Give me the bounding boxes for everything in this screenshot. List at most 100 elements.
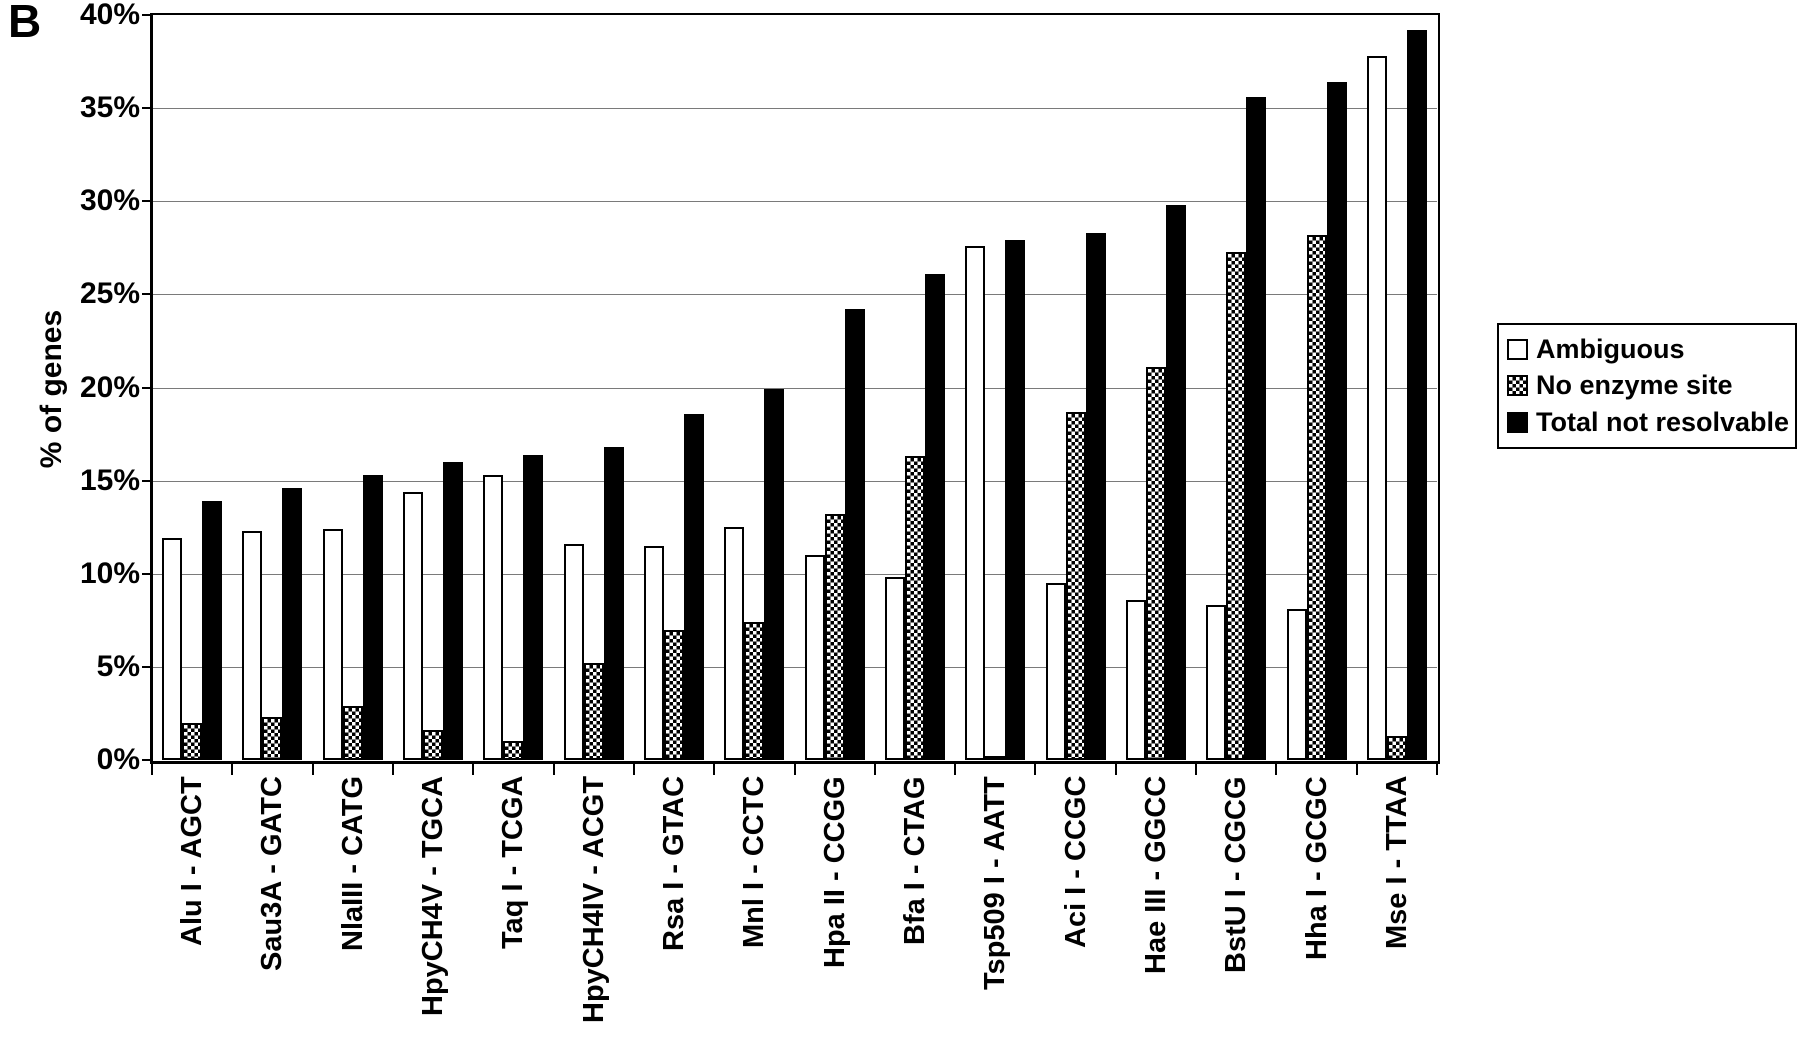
bar-checker [342, 705, 363, 760]
x-axis-tick [151, 761, 153, 775]
y-axis-tick [142, 572, 152, 575]
panel-label: B [8, 0, 42, 47]
bar-black [1085, 232, 1106, 760]
x-axis-tick [1275, 761, 1278, 775]
x-axis-category-label: Mse I - TTAA [1380, 776, 1413, 950]
x-axis-category-label: Aci I - CCGC [1059, 776, 1092, 949]
y-axis-tick [142, 665, 152, 668]
legend-item-ambiguous: Ambiguous [1507, 334, 1787, 365]
x-axis-category-label: NlaIII - CATG [336, 776, 369, 952]
bar-checker [262, 717, 283, 760]
x-axis-tick [231, 761, 234, 775]
bar-checker [985, 756, 1006, 761]
bar-black [1005, 240, 1026, 760]
y-axis-tick-label: 25% [79, 277, 140, 311]
bar-black [924, 273, 945, 760]
x-axis-category-label: Taq I - TCGA [497, 776, 530, 950]
bar-checker [1386, 735, 1407, 760]
gridline [152, 294, 1437, 296]
y-axis-tick-label: 40% [79, 0, 140, 31]
x-axis-category-label: HpyCH4IV - ACGT [577, 776, 610, 1024]
bar-white [403, 491, 424, 760]
bar-white [1125, 599, 1146, 760]
x-axis-tick [954, 761, 957, 775]
x-axis-category-label: Hae III - GGCC [1139, 776, 1172, 975]
y-axis-tick [142, 200, 152, 203]
y-axis-tick [142, 293, 152, 296]
bar-checker [664, 629, 685, 760]
bar-white [804, 555, 825, 760]
bar-black [764, 389, 785, 760]
y-axis-tick [142, 14, 152, 16]
bar-white [965, 245, 986, 760]
legend-swatch-checker-icon [1507, 375, 1528, 397]
y-axis-tick-label: 10% [79, 556, 140, 590]
bar-white [563, 543, 584, 760]
bar-white [1366, 55, 1387, 760]
legend-label: Total not resolvable [1536, 407, 1790, 438]
x-axis-category-label: Tsp509 I - AATT [979, 776, 1012, 990]
gridline [152, 108, 1437, 110]
y-axis-tick-label: 0% [96, 743, 140, 776]
bar-checker [1065, 411, 1086, 760]
x-axis-tick [1114, 761, 1117, 775]
y-axis-tick-label: 5% [96, 649, 140, 683]
y-axis-tick-label: 35% [79, 91, 140, 125]
legend-item-total-not-resolvable: Total not resolvable [1507, 407, 1790, 438]
bar-white [483, 475, 504, 760]
gridline [152, 573, 1437, 575]
x-axis-category-label: Hpa II - CCGG [818, 776, 851, 968]
bar-checker [744, 622, 765, 760]
bar-white [1206, 605, 1227, 760]
gridline [152, 201, 1437, 203]
y-axis-tick [142, 759, 152, 761]
bar-checker [583, 663, 604, 760]
bar-black [603, 447, 624, 760]
legend: Ambiguous No enzyme site Total not resol… [1497, 323, 1797, 449]
x-axis-tick [311, 761, 314, 775]
bar-black [443, 462, 464, 760]
bar-checker [423, 730, 444, 760]
bar-checker [904, 456, 925, 760]
y-axis-tick [142, 479, 152, 482]
x-axis-tick [472, 761, 475, 775]
bar-black [362, 475, 383, 760]
x-axis-tick [873, 761, 876, 775]
gridline [152, 480, 1437, 482]
y-axis-tick-label: 15% [79, 463, 140, 497]
x-axis-category-label: Mnl I - CCTC [738, 776, 771, 949]
x-axis-tick [1034, 761, 1037, 775]
gridline [152, 666, 1437, 668]
bar-white [1045, 583, 1066, 760]
x-axis-category-label: Hha I - GCGC [1300, 776, 1333, 960]
x-axis-tick [552, 761, 555, 775]
gridline [152, 387, 1437, 389]
legend-swatch-black-icon [1507, 412, 1528, 434]
x-axis-category-label: Rsa I - GTAC [658, 776, 691, 952]
bar-black [844, 309, 865, 760]
x-axis-tick [793, 761, 796, 775]
bar-white [644, 545, 665, 760]
bar-black [1406, 29, 1427, 760]
bar-checker [182, 722, 203, 760]
bar-black [1246, 96, 1267, 760]
x-axis-tick [1436, 761, 1438, 775]
bar-black [1165, 204, 1186, 760]
y-axis-tick-label: 30% [79, 184, 140, 218]
bar-white [1286, 609, 1307, 760]
bar-white [242, 530, 263, 760]
x-axis-tick [1195, 761, 1198, 775]
bar-checker [503, 741, 524, 760]
bar-black [202, 501, 223, 760]
bar-black [1326, 82, 1347, 760]
bar-black [523, 454, 544, 760]
x-axis-category-label: HpyCH4V - TGCA [417, 776, 450, 1017]
bar-black [684, 413, 705, 760]
y-axis-tick [142, 107, 152, 110]
bar-checker [1226, 251, 1247, 760]
x-axis-category-label: BstU I - CGCG [1220, 776, 1253, 973]
bar-checker [824, 514, 845, 760]
legend-label: No enzyme site [1536, 370, 1733, 401]
x-axis-category-label: Bfa I - CTAG [898, 776, 931, 945]
